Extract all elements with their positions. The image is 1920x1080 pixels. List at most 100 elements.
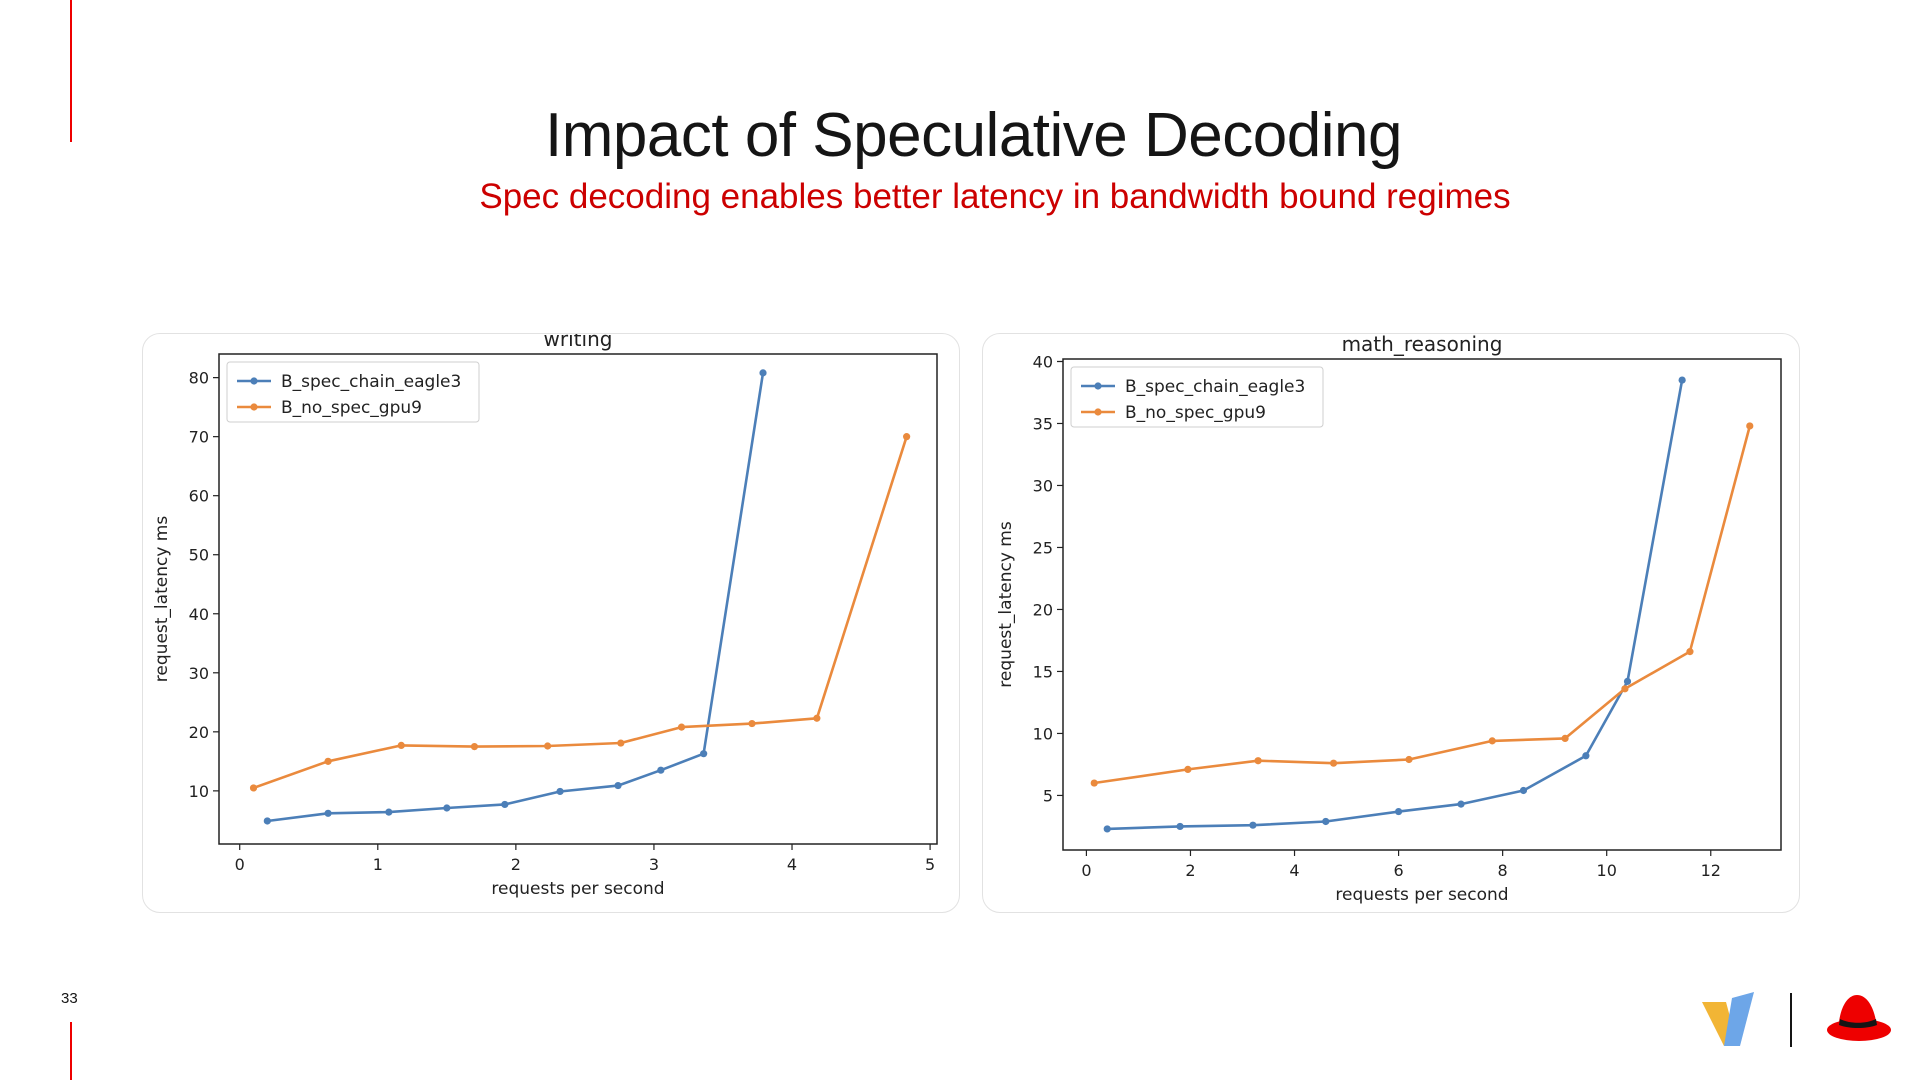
data-point <box>1184 765 1192 774</box>
chart-title: math_reasoning <box>1342 334 1503 356</box>
slide-subtitle: Spec decoding enables better latency in … <box>479 177 1511 216</box>
chart-title: writing <box>544 334 613 351</box>
y-tick-label: 10 <box>1033 724 1053 743</box>
data-point <box>443 804 451 812</box>
data-point <box>1519 786 1528 795</box>
x-tick-label: 2 <box>1185 861 1195 880</box>
data-point <box>657 766 665 774</box>
page-number: 33 <box>61 990 78 1007</box>
legend-box <box>1070 366 1324 428</box>
series-line-B_no_spec_gpu9 <box>1094 425 1752 785</box>
plot-frame <box>218 353 938 845</box>
data-point <box>1561 734 1569 743</box>
y-tick-label: 35 <box>1033 414 1053 433</box>
data-point <box>1103 825 1111 833</box>
data-point <box>1394 807 1403 816</box>
data-point <box>748 719 756 728</box>
data-point <box>759 369 767 377</box>
data-point <box>677 723 686 731</box>
chart-math-reasoning: math_reasoning 0 2 4 6 8 10 12 5 10 15 20 25 30 35 40 re… <box>996 334 1782 905</box>
x-tick-label: 2 <box>511 855 521 874</box>
data-point <box>324 809 332 817</box>
data-point <box>1623 677 1632 685</box>
x-tick-label: 12 <box>1701 861 1721 880</box>
series-line-B_no_spec_gpu9 <box>253 436 908 790</box>
y-tick-label: 30 <box>189 664 209 683</box>
x-tick-label: 8 <box>1498 861 1508 880</box>
legend-label: B_spec_chain_eagle3 <box>281 372 461 392</box>
data-point <box>556 787 564 796</box>
accent-line-top <box>70 0 72 142</box>
chart-writing: writing 0 1 2 3 4 5 10 20 30 40 50 60 70 80 requests pe… <box>152 334 938 899</box>
legend-swatch-marker <box>250 403 258 411</box>
legend-swatch-marker <box>1094 382 1102 390</box>
red-hat-icon <box>1827 995 1891 1041</box>
x-axis-label: requests per second <box>1335 885 1508 905</box>
data-point <box>1488 737 1496 745</box>
chart-panel-writing: writing 0 1 2 3 4 5 10 20 30 40 50 60 70 80 requests pe… <box>142 333 960 913</box>
data-point <box>903 433 911 441</box>
series-line-B_spec_chain_eagle3 <box>1107 379 1684 831</box>
data-point <box>1254 757 1262 765</box>
data-point <box>1582 752 1590 760</box>
legend-label: B_no_spec_gpu9 <box>1125 403 1266 423</box>
legend-swatch-marker <box>250 377 258 385</box>
data-point <box>397 741 405 750</box>
y-tick-label: 20 <box>189 723 209 742</box>
data-point <box>501 800 509 809</box>
y-tick-label: 5 <box>1043 786 1053 805</box>
y-tick-label: 40 <box>189 605 209 624</box>
x-tick-label: 6 <box>1393 861 1403 880</box>
legend-label: B_no_spec_gpu9 <box>281 398 422 418</box>
chart-panel-math-reasoning: math_reasoning 0 2 4 6 8 10 12 5 10 15 20 25 30 35 40 re… <box>982 333 1800 913</box>
y-tick-label: 50 <box>189 546 209 565</box>
plot-frame <box>1062 358 1782 851</box>
y-tick-label: 20 <box>1033 600 1053 619</box>
x-tick-label: 5 <box>925 855 935 874</box>
x-tick-label: 4 <box>1289 861 1299 880</box>
data-point <box>1329 759 1338 767</box>
x-tick-label: 3 <box>649 855 659 874</box>
y-axis-label: request_latency ms <box>996 521 1016 688</box>
y-tick-label: 80 <box>189 369 209 388</box>
y-tick-label: 30 <box>1033 476 1053 495</box>
x-axis-label: requests per second <box>491 879 664 899</box>
data-point <box>614 781 622 790</box>
slide-title: Impact of Speculative Decoding <box>545 101 1402 170</box>
y-tick-label: 40 <box>1033 352 1053 371</box>
y-tick-label: 70 <box>189 428 209 447</box>
legend-box <box>226 361 480 423</box>
y-axis-label: request_latency ms <box>152 516 172 683</box>
y-tick-label: 25 <box>1033 538 1053 557</box>
v-logo-icon <box>1702 992 1754 1046</box>
x-tick-label: 0 <box>235 855 245 874</box>
data-point <box>1322 817 1330 826</box>
data-point <box>1405 755 1413 764</box>
data-point <box>1678 376 1686 384</box>
data-point <box>1249 821 1257 829</box>
data-point <box>1090 779 1098 787</box>
accent-line-bottom <box>70 1022 72 1080</box>
series-line-B_spec_chain_eagle3 <box>267 372 765 823</box>
data-point <box>249 784 258 792</box>
legend-label: B_spec_chain_eagle3 <box>1125 377 1305 397</box>
data-point <box>1457 800 1465 808</box>
data-point <box>700 750 708 758</box>
y-tick-label: 10 <box>189 782 209 801</box>
data-point <box>1746 422 1754 430</box>
data-point <box>617 739 625 747</box>
data-point <box>544 742 552 750</box>
data-point <box>1621 685 1629 693</box>
y-tick-label: 15 <box>1033 662 1053 681</box>
x-tick-label: 10 <box>1597 861 1617 880</box>
data-point <box>1176 822 1184 831</box>
data-point <box>263 817 271 825</box>
logo-divider <box>1790 993 1792 1047</box>
data-point <box>385 808 393 816</box>
x-tick-label: 0 <box>1081 861 1091 880</box>
data-point <box>1686 648 1694 656</box>
data-point <box>813 714 821 722</box>
legend-swatch-marker <box>1094 408 1102 416</box>
y-tick-label: 60 <box>189 487 209 506</box>
x-tick-label: 1 <box>373 855 383 874</box>
